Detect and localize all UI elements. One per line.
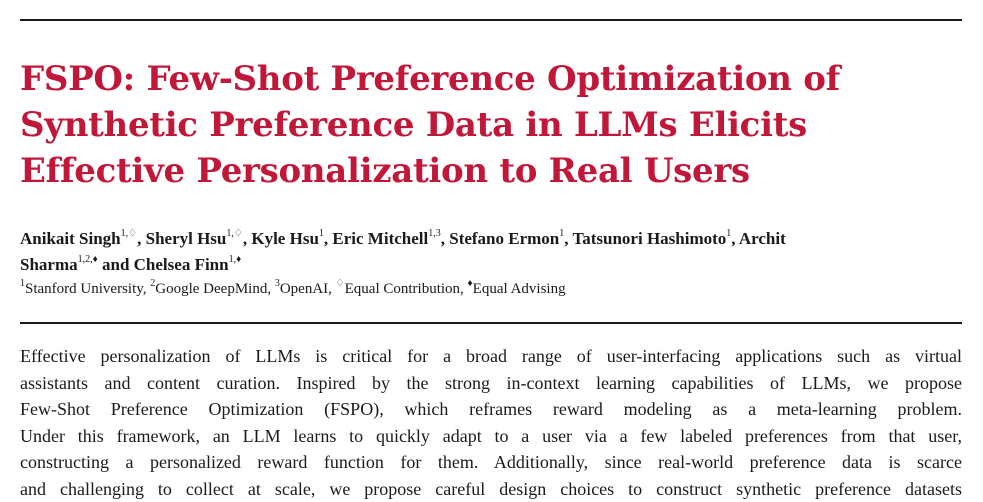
- affiliation-mark: 2: [150, 278, 155, 289]
- affiliation-text: OpenAI: [280, 281, 328, 297]
- affiliation-mark: 1: [20, 278, 25, 289]
- author-affiliation-mark: 1,2,♦: [78, 254, 98, 265]
- author-affiliation-mark: 1,3: [428, 228, 441, 239]
- affiliation-text: Equal Advising: [473, 281, 566, 297]
- author-affiliation-mark: 1: [319, 228, 324, 239]
- abstract-line: and challenging to collect at scale, we …: [20, 476, 962, 502]
- title-line: Effective Personalization to Real Users: [20, 148, 962, 194]
- affiliation-mark: ♦: [468, 278, 473, 289]
- section-rule: [20, 322, 962, 324]
- affiliation-mark: 3: [275, 278, 280, 289]
- title-line: Synthetic Preference Data in LLMs Elicit…: [20, 102, 962, 148]
- author-line: Sharma1,2,♦ and Chelsea Finn1,♦: [20, 252, 962, 278]
- author-name: Sheryl Hsu: [146, 229, 227, 248]
- author-name: Archit: [739, 229, 786, 248]
- affiliation-text: Google DeepMind: [155, 281, 267, 297]
- author-affiliation-mark: 1,♢: [121, 228, 137, 239]
- author-affiliation-mark: 1,♢: [226, 228, 242, 239]
- author-name: Anikait Singh: [20, 229, 121, 248]
- abstract-line: constructing a personalized reward funct…: [20, 449, 962, 476]
- abstract-line: Few-Shot Preference Optimization (FSPO),…: [20, 396, 962, 423]
- author-name: Stefano Ermon: [449, 229, 559, 248]
- author-name: Kyle Hsu: [251, 229, 319, 248]
- author-affiliation-mark: 1: [726, 228, 731, 239]
- author-line: Anikait Singh1,♢, Sheryl Hsu1,♢, Kyle Hs…: [20, 226, 962, 252]
- affiliation-list: 1Stanford University, 2Google DeepMind, …: [20, 279, 962, 299]
- author-name: Sharma: [20, 255, 78, 274]
- author-list: Anikait Singh1,♢, Sheryl Hsu1,♢, Kyle Hs…: [20, 226, 962, 278]
- abstract: Effective personalization of LLMs is cri…: [20, 343, 962, 502]
- author-name: Eric Mitchell: [332, 229, 428, 248]
- author-affiliation-mark: 1: [559, 228, 564, 239]
- top-rule: [20, 19, 962, 21]
- author-connector: and: [102, 255, 129, 274]
- abstract-line: Under this framework, an LLM learns to q…: [20, 423, 962, 450]
- affiliation-text: Equal Contribution: [345, 281, 460, 297]
- affiliation-text: Stanford University: [25, 281, 143, 297]
- abstract-line: assistants and content curation. Inspire…: [20, 370, 962, 397]
- affiliation-mark: ♢: [336, 278, 345, 289]
- title-line: FSPO: Few-Shot Preference Optimization o…: [20, 56, 962, 102]
- paper-title: FSPO: Few-Shot Preference Optimization o…: [20, 56, 962, 194]
- author-affiliation-mark: 1,♦: [229, 254, 242, 265]
- abstract-line: Effective personalization of LLMs is cri…: [20, 343, 962, 370]
- author-name: Tatsunori Hashimoto: [572, 229, 726, 248]
- author-name: Chelsea Finn: [134, 255, 229, 274]
